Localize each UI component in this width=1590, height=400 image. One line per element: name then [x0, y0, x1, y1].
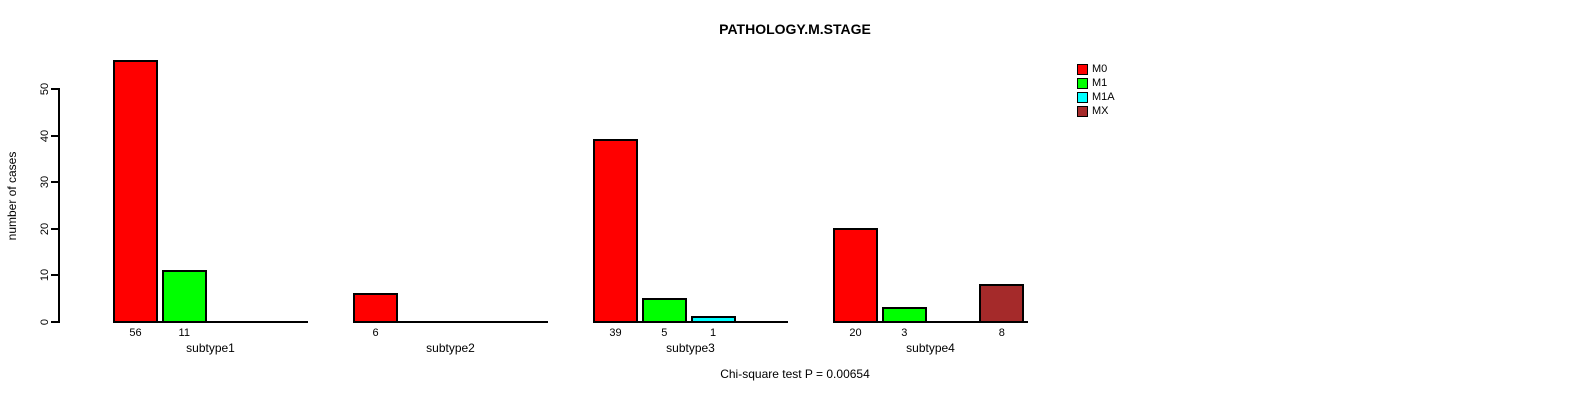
- y-tick: [51, 181, 59, 184]
- y-tick-label: 50: [39, 82, 51, 96]
- chi-square-annotation: Chi-square test P = 0.00654: [720, 367, 870, 381]
- bar-M1A-subtype3: [690, 316, 736, 321]
- y-tick: [51, 88, 59, 90]
- legend-swatch-M1A: [1077, 92, 1088, 103]
- legend-swatch-MX: [1077, 106, 1088, 117]
- legend-label: MX: [1092, 105, 1109, 117]
- bar-value-label: 8: [998, 327, 1005, 339]
- y-tick: [51, 227, 59, 230]
- x-axis-baseline: [593, 321, 788, 323]
- bar-M1-subtype4: [881, 307, 927, 321]
- bar-value-label: 1: [709, 327, 717, 339]
- legend-label: M0: [1092, 63, 1108, 75]
- category-label-subtype1: subtype1: [186, 341, 235, 355]
- y-tick-label: 30: [39, 176, 51, 189]
- bar-value-label: 56: [129, 327, 142, 339]
- legend-item-M0: M0: [1077, 64, 1115, 75]
- y-tick-label: 40: [39, 129, 51, 142]
- bar-value-label: 5: [661, 327, 668, 339]
- y-tick-label: 10: [39, 269, 51, 282]
- bar-M1-subtype3: [641, 297, 687, 321]
- bar-value-label: 39: [609, 327, 622, 339]
- category-label-subtype4: subtype4: [906, 341, 955, 355]
- legend-item-MX: MX: [1077, 106, 1115, 117]
- x-axis-baseline: [353, 321, 548, 323]
- x-axis-baseline: [833, 321, 1028, 323]
- bar-value-label: 6: [372, 327, 379, 339]
- y-axis-label: number of cases: [5, 151, 19, 241]
- y-axis: [58, 88, 60, 323]
- bar-M0-subtype1: [113, 60, 158, 321]
- bar-M0-subtype2: [353, 293, 398, 321]
- y-tick: [51, 274, 59, 277]
- bar-M1-subtype1: [161, 269, 207, 321]
- legend-item-M1A: M1A: [1077, 92, 1115, 103]
- bar-M0-subtype4: [833, 227, 878, 321]
- y-tick-label: 20: [39, 222, 51, 235]
- bar-value-label: 20: [849, 327, 862, 339]
- legend-label: M1A: [1092, 91, 1115, 103]
- bar-value-label: 3: [901, 327, 908, 339]
- category-label-subtype3: subtype3: [666, 341, 715, 355]
- legend-item-M1: M1: [1077, 78, 1115, 89]
- legend-swatch-M1: [1077, 78, 1088, 89]
- category-label-subtype2: subtype2: [426, 341, 475, 355]
- bar-value-label: 11: [178, 327, 190, 339]
- legend-label: M1: [1092, 77, 1108, 89]
- bar-M0-subtype3: [593, 139, 638, 321]
- chart-title: PATHOLOGY.M.STAGE: [719, 21, 871, 37]
- y-tick-label: 0: [39, 318, 51, 326]
- y-tick: [51, 134, 59, 137]
- y-tick: [51, 321, 59, 323]
- x-axis-baseline: [113, 321, 308, 323]
- legend: M0 M1 M1A MX: [1077, 64, 1115, 120]
- bar-MX-subtype4: [979, 283, 1025, 321]
- legend-swatch-M0: [1077, 64, 1088, 75]
